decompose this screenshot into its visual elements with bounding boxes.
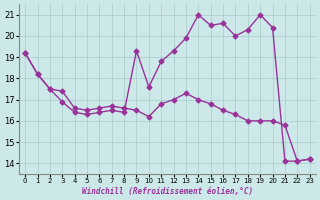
X-axis label: Windchill (Refroidissement éolien,°C): Windchill (Refroidissement éolien,°C) (82, 187, 253, 196)
